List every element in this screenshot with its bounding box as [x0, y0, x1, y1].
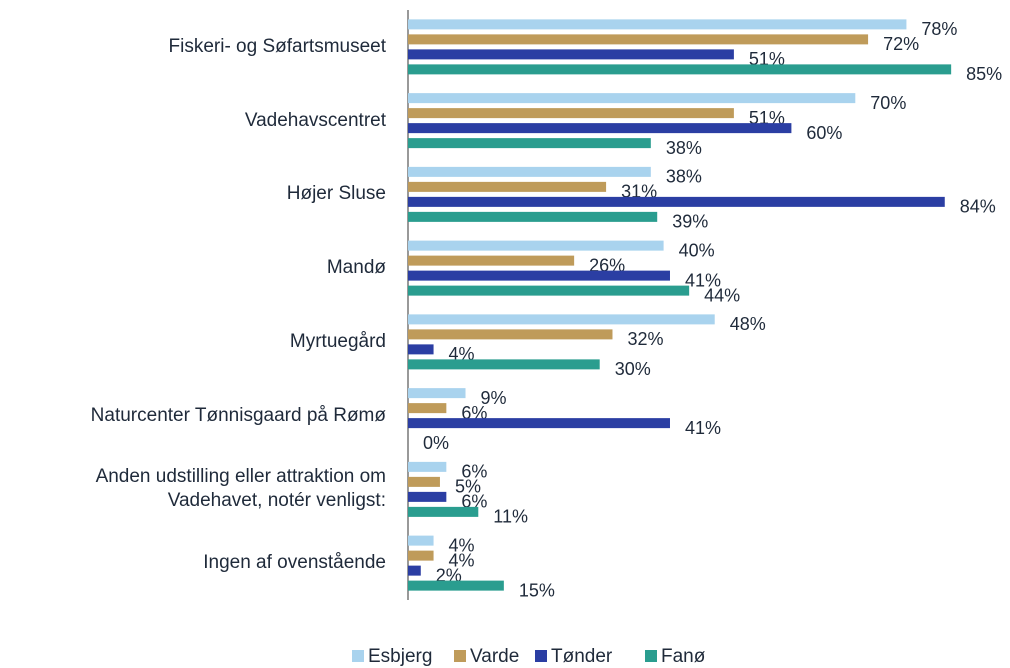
data-label: 6% — [461, 492, 487, 512]
bar — [408, 344, 434, 355]
legend-label: Varde — [470, 646, 519, 667]
data-label: 51% — [749, 108, 785, 128]
category-label: Vadehavscentret — [244, 109, 386, 131]
bar — [408, 550, 434, 561]
bar — [408, 359, 600, 370]
data-label: 0% — [423, 433, 449, 453]
bar — [408, 138, 651, 149]
data-label: 51% — [749, 49, 785, 69]
legend-swatch — [454, 650, 466, 662]
data-label: 85% — [966, 64, 1002, 84]
data-label: 48% — [730, 314, 766, 334]
bar — [408, 108, 734, 119]
bar — [408, 64, 952, 75]
bar — [408, 403, 447, 414]
data-label: 6% — [461, 403, 487, 423]
data-label: 38% — [666, 167, 702, 187]
category-label: Naturcenter Tønnisgaard på Rømø — [90, 404, 386, 426]
data-label: 4% — [449, 344, 475, 364]
bar — [408, 461, 447, 472]
data-label: 2% — [436, 565, 462, 585]
category-label: Ingen af ovenstående — [203, 552, 386, 574]
bar — [408, 123, 792, 134]
bar — [408, 270, 670, 281]
bar — [408, 166, 651, 177]
data-label: 70% — [870, 93, 906, 113]
bar — [408, 476, 440, 487]
bar — [408, 181, 607, 192]
bar — [408, 418, 670, 429]
bar — [408, 535, 434, 546]
legend-swatch — [645, 650, 657, 662]
data-label: 6% — [461, 462, 487, 482]
bar — [408, 49, 734, 60]
legend-swatch — [352, 650, 364, 662]
bar — [408, 240, 664, 251]
data-label: 26% — [589, 255, 625, 275]
data-label: 38% — [666, 138, 702, 158]
bar — [408, 506, 479, 517]
data-label: 5% — [455, 477, 481, 497]
category-label: Fiskeri- og Søfartsmuseet — [168, 35, 387, 57]
data-label: 41% — [685, 418, 721, 438]
data-label: 31% — [621, 182, 657, 202]
data-label: 9% — [481, 388, 507, 408]
legend-label: Esbjerg — [368, 646, 432, 667]
bar — [408, 196, 945, 207]
data-label: 11% — [493, 507, 528, 527]
category-label: Mandø — [326, 257, 386, 279]
bar — [408, 491, 447, 502]
data-label: 15% — [519, 580, 555, 600]
bar — [408, 255, 575, 266]
data-label: 41% — [685, 270, 721, 290]
legend-label: Fanø — [661, 646, 706, 667]
bar — [408, 580, 504, 591]
data-label: 4% — [449, 535, 475, 555]
bar — [408, 565, 421, 576]
category-label: Anden udstilling eller attraktion om Vad… — [95, 466, 386, 512]
data-label: 4% — [449, 550, 475, 570]
data-label: 78% — [921, 19, 957, 39]
bar — [408, 388, 466, 399]
bar — [408, 34, 869, 45]
data-label: 40% — [679, 240, 715, 260]
data-label: 72% — [883, 34, 919, 54]
category-label: Højer Sluse — [286, 183, 386, 205]
bar — [408, 314, 715, 325]
data-label: 39% — [672, 212, 708, 232]
bar — [408, 211, 658, 222]
data-label: 44% — [704, 285, 740, 305]
bar — [408, 285, 690, 296]
data-label: 60% — [806, 123, 842, 143]
bar — [408, 19, 907, 30]
category-label: Myrtuegård — [289, 330, 386, 352]
bar — [408, 329, 613, 340]
bar — [408, 93, 856, 104]
data-label: 30% — [615, 359, 651, 379]
legend-label: Tønder — [551, 646, 613, 667]
data-label: 32% — [627, 329, 663, 349]
legend-swatch — [535, 650, 547, 662]
data-label: 84% — [960, 197, 996, 217]
